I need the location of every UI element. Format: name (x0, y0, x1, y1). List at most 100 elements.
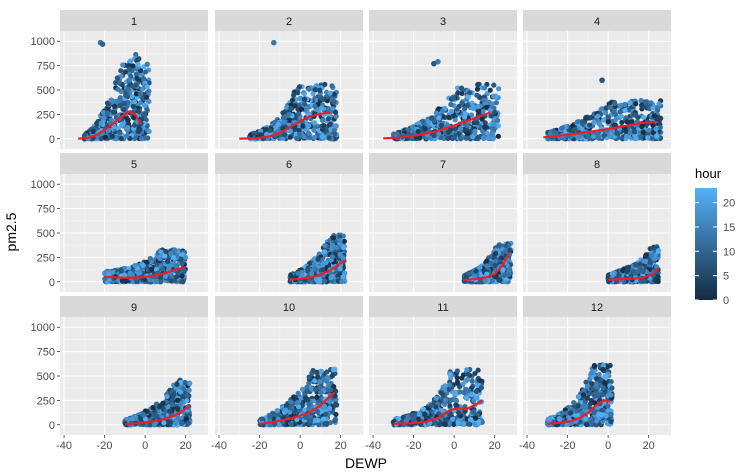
data-point (413, 135, 420, 141)
data-point (340, 255, 346, 261)
data-point (445, 135, 451, 141)
data-point (179, 420, 185, 426)
data-point (142, 69, 149, 75)
data-point (130, 103, 136, 110)
data-point (495, 133, 501, 139)
data-point (122, 69, 128, 75)
data-point (605, 114, 611, 120)
data-point (641, 114, 647, 121)
data-point (102, 134, 108, 140)
data-point (140, 75, 147, 82)
y-tick-label: 500 (37, 371, 55, 383)
data-point (654, 133, 660, 139)
data-point (415, 128, 421, 135)
data-point (579, 119, 585, 125)
data-point (130, 415, 136, 422)
data-point (301, 101, 308, 107)
data-point (587, 122, 593, 128)
data-point (550, 128, 557, 135)
data-point (484, 104, 490, 110)
data-point (464, 131, 471, 137)
facet-strip-label: 5 (131, 159, 137, 171)
data-point (618, 113, 625, 120)
data-point (135, 108, 141, 114)
data-point (292, 103, 298, 109)
data-point (493, 100, 499, 106)
data-point (456, 130, 462, 137)
data-point (645, 135, 651, 141)
data-point (633, 262, 639, 268)
data-point (306, 130, 312, 136)
data-point (294, 135, 300, 142)
data-point (300, 123, 306, 129)
data-point (312, 87, 319, 93)
data-point (466, 89, 473, 96)
data-point (125, 124, 131, 131)
data-point (506, 272, 512, 278)
data-point (498, 255, 505, 261)
x-tick-label: -20 (97, 440, 113, 452)
data-point (117, 95, 123, 101)
data-point (420, 118, 426, 124)
data-point (187, 381, 193, 387)
data-point (129, 94, 135, 100)
data-point (496, 277, 502, 283)
data-point (133, 82, 139, 88)
data-point (492, 250, 499, 257)
data-point (492, 262, 498, 269)
facet-strip-label: 3 (440, 16, 446, 28)
y-tick-label: 250 (37, 395, 55, 407)
x-tick-label: 0 (142, 440, 148, 452)
data-point (572, 126, 578, 133)
data-point (656, 115, 662, 121)
facet-strip (215, 10, 363, 31)
data-point (439, 108, 445, 114)
data-point (470, 134, 476, 140)
data-point (462, 114, 468, 120)
data-point (450, 135, 456, 141)
data-point (258, 132, 264, 138)
data-point (101, 115, 107, 121)
data-point (655, 274, 661, 280)
data-point (425, 118, 432, 124)
data-point (496, 86, 502, 92)
facet-strip-label: 4 (594, 16, 600, 28)
data-point (482, 124, 488, 130)
data-point (162, 253, 168, 259)
data-point (643, 100, 649, 106)
data-point (167, 408, 173, 414)
data-point (491, 109, 498, 115)
data-point (288, 128, 294, 134)
y-tick-label: 250 (37, 252, 55, 264)
data-point (627, 99, 633, 106)
data-point (638, 133, 644, 139)
data-point (311, 134, 318, 141)
data-point (574, 119, 581, 125)
data-point (313, 266, 319, 273)
data-point (326, 107, 332, 113)
data-point (115, 86, 121, 93)
data-point (457, 125, 464, 132)
data-point (121, 100, 127, 106)
x-tick-label: -40 (56, 440, 72, 452)
data-point (112, 99, 119, 105)
data-point (290, 97, 296, 103)
data-point (647, 259, 653, 266)
data-point (315, 278, 321, 284)
data-point (296, 111, 302, 117)
data-point (320, 261, 326, 267)
data-point (475, 104, 481, 110)
data-point (282, 132, 288, 138)
data-point (158, 249, 164, 255)
data-point (472, 128, 478, 134)
data-point (287, 134, 293, 140)
data-point (172, 247, 178, 253)
data-point (311, 120, 318, 126)
y-tick-label: 750 (37, 204, 55, 216)
data-point (183, 254, 189, 260)
data-point (448, 108, 455, 115)
data-point (184, 397, 190, 404)
y-tick-label: 0 (49, 420, 55, 432)
y-tick-label: 750 (37, 61, 55, 73)
outlier-point (99, 41, 106, 47)
